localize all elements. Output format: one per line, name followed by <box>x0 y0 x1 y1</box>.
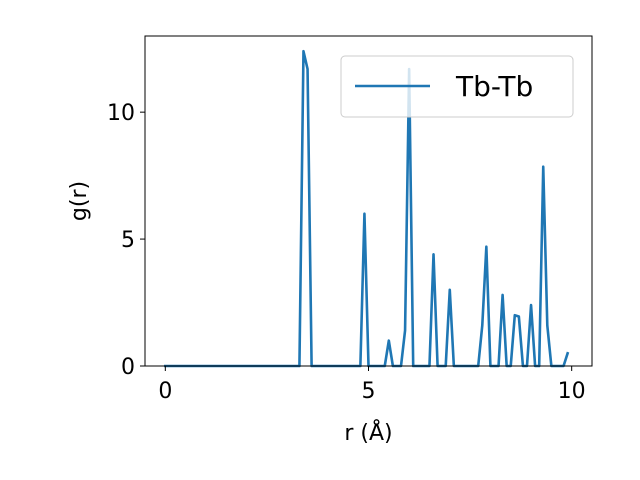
plot-area: 0 5 10 0 5 10 r (Å) g(r) Tb-Tb <box>67 35 593 446</box>
y-axis-label: g(r) <box>67 181 92 221</box>
legend-label-0: Tb-Tb <box>455 70 533 103</box>
x-tick-label: 10 <box>558 379 586 404</box>
x-tick-label: 0 <box>158 379 172 404</box>
x-tick-label: 5 <box>362 379 376 404</box>
y-tick-label: 10 <box>107 101 135 126</box>
legend-box <box>340 55 574 118</box>
y-tick-label: 5 <box>121 228 135 253</box>
x-axis-label: r (Å) <box>344 419 392 446</box>
y-tick-label: 0 <box>121 355 135 380</box>
